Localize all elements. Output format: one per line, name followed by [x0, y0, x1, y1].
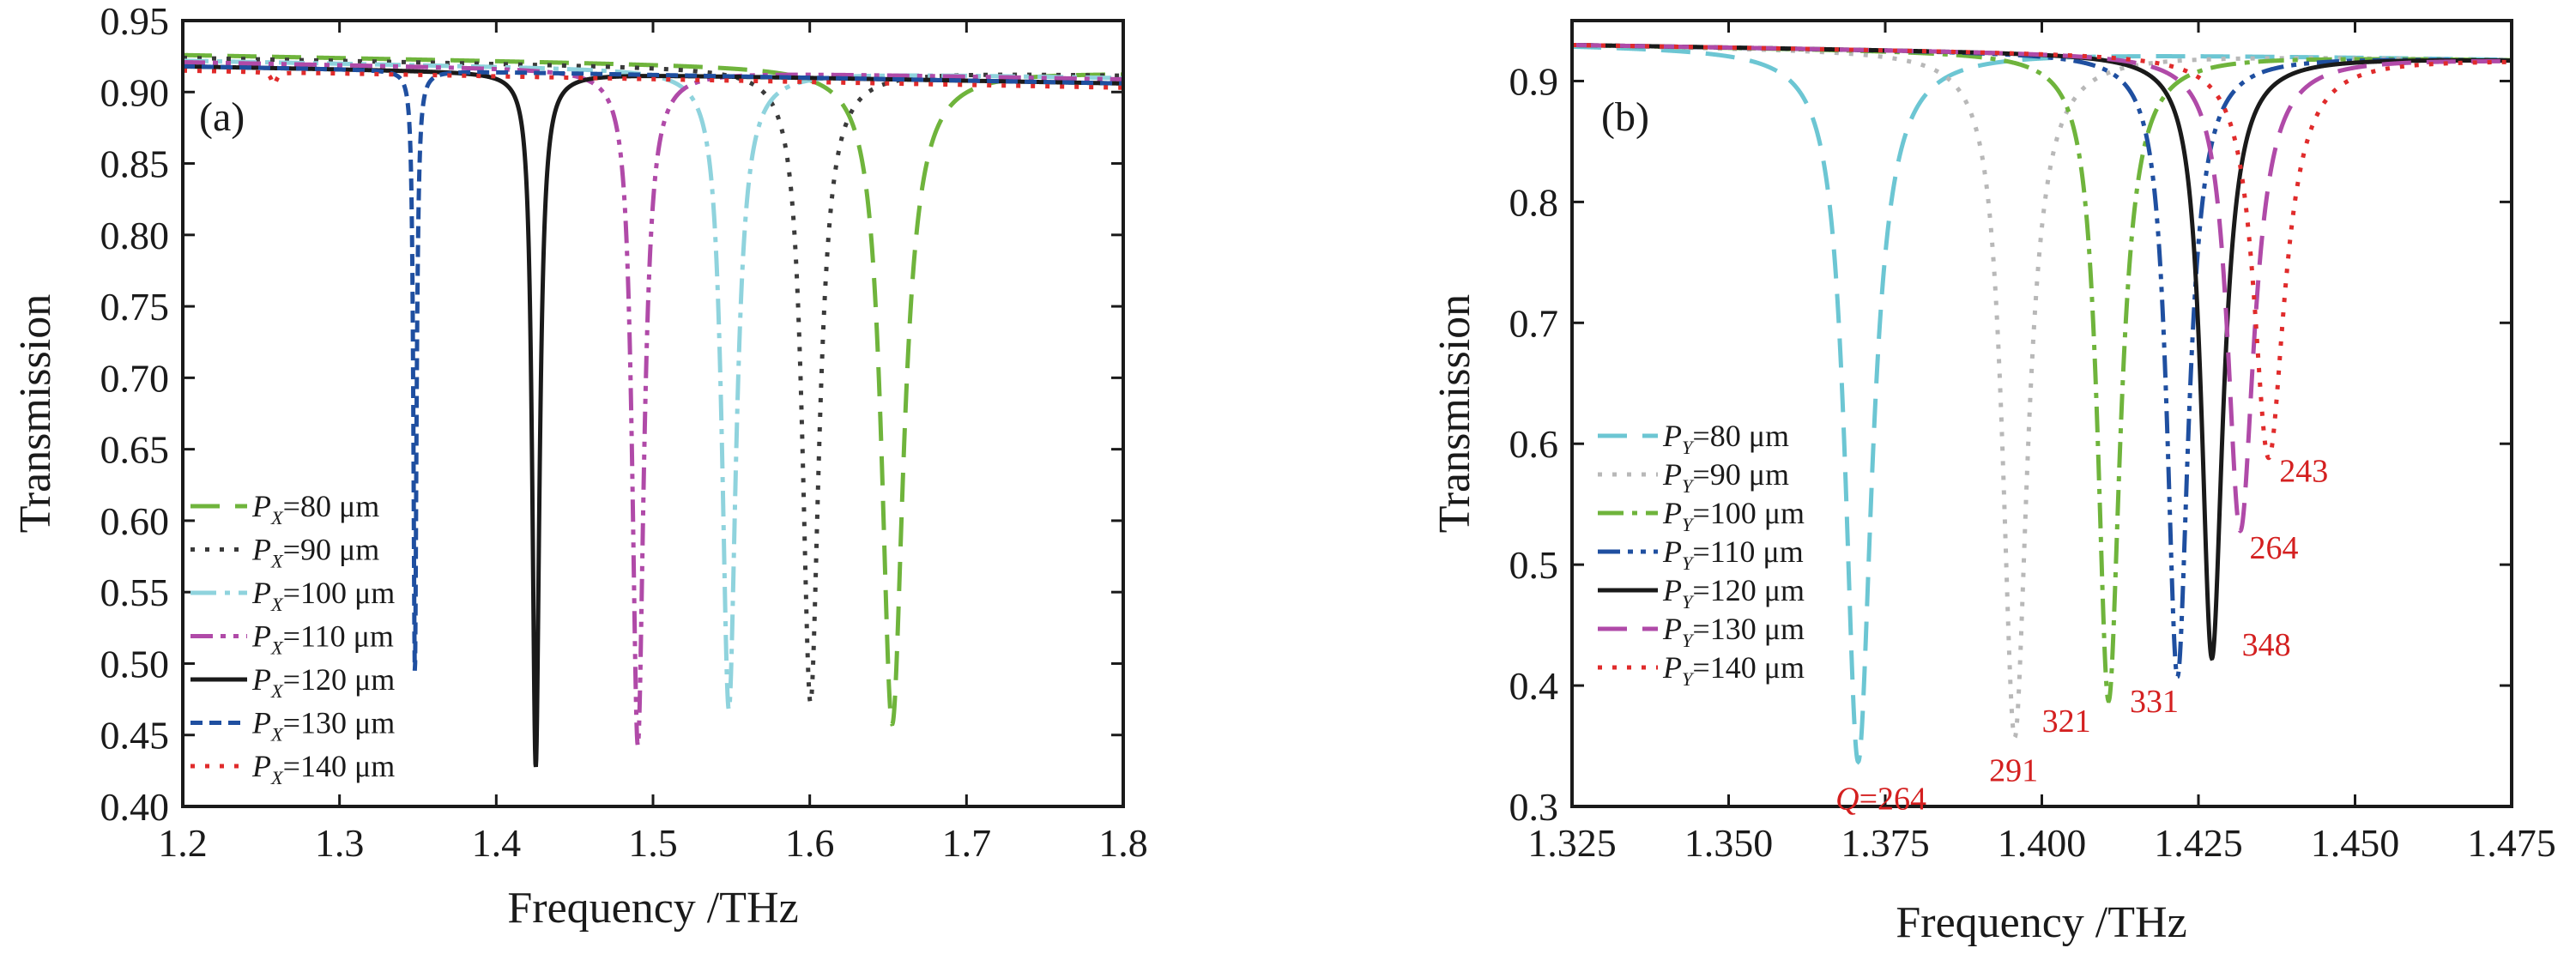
x-tick-label: 1.3	[315, 821, 365, 865]
panel-a: 1.2 1.3 1.4 1.5 1.6 1.7 1.8 0.40 0.45 0.50 0.55 0.6…	[11, 0, 1148, 933]
x-axis-label: Frequency /THz	[1896, 898, 2186, 947]
y-tick-label: 0.55	[100, 571, 170, 614]
legend-label: PY=90 μm	[1662, 457, 1789, 497]
panel-b: 1.325 1.350 1.375 1.400 1.425 1.450 1.475 0.3 0.…	[1430, 19, 2556, 947]
y-tick-label: 0.6	[1509, 422, 1559, 466]
x-tick-label: 1.325	[1527, 821, 1617, 865]
x-tick-label: 1.7	[942, 821, 992, 865]
y-tick-label: 0.45	[100, 714, 170, 758]
x-tick-label: 1.8	[1098, 821, 1148, 865]
legend-label: PY=100 μm	[1662, 496, 1805, 535]
x-tick-label: 1.5	[628, 821, 678, 865]
y-tick-label: 0.65	[100, 428, 170, 472]
q-factor-label: 348	[2242, 627, 2291, 663]
legend-label: PX=140 μm	[251, 749, 395, 788]
x-axis-label: Frequency /THz	[507, 884, 798, 933]
y-tick-label: 0.9	[1509, 59, 1559, 103]
x-tick-label: 1.400	[1998, 821, 2087, 865]
x-tick-label: 1.375	[1841, 821, 1930, 865]
y-tick-label: 0.50	[100, 642, 170, 685]
y-tick-label: 0.5	[1509, 543, 1559, 587]
y-tick-label: 0.75	[100, 285, 170, 329]
y-tick-label: 0.8	[1509, 180, 1559, 224]
legend-label: PY=110 μm	[1662, 534, 1804, 574]
series-line-90	[183, 55, 1123, 708]
y-tick-label: 0.90	[100, 70, 170, 114]
q-factor-label: 331	[2130, 684, 2179, 720]
series-line-140	[1572, 42, 2512, 461]
legend-label: PX=120 μm	[251, 662, 395, 702]
series-group	[1572, 42, 2512, 765]
x-tick-label: 1.475	[2467, 821, 2556, 865]
x-tick-label: 1.425	[2154, 821, 2243, 865]
legend-label: PY=120 μm	[1662, 573, 1805, 613]
legend-label: PY=80 μm	[1662, 419, 1789, 458]
q-factor-label: Q=264	[1835, 782, 1926, 818]
x-tick-label: 1.4	[472, 821, 522, 865]
q-factor-label: 243	[2279, 453, 2328, 489]
legend-label: PX=130 μm	[251, 706, 395, 746]
legend-label: PX=100 μm	[251, 576, 395, 615]
series-line-130	[183, 63, 1123, 671]
y-axis-label: Transmission	[11, 294, 60, 533]
series-line-100	[183, 58, 1123, 713]
legend-label: PX=80 μm	[251, 489, 379, 528]
series-line-110	[183, 59, 1123, 754]
y-tick-label: 0.70	[100, 356, 170, 400]
x-tick-label: 1.450	[2311, 821, 2400, 865]
series-line-80	[183, 52, 1123, 727]
y-tick-label: 0.60	[100, 499, 170, 543]
y-tick-label: 0.95	[100, 0, 170, 43]
x-tick-label: 1.6	[785, 821, 835, 865]
legend-label: PX=110 μm	[251, 619, 394, 659]
series-line-140	[183, 68, 1123, 90]
y-tick-label: 0.85	[100, 142, 170, 186]
x-tick-label: 1.350	[1684, 821, 1774, 865]
y-tick-label: 0.3	[1509, 785, 1559, 829]
legend-label: PX=90 μm	[251, 533, 379, 572]
y-axis-label: Transmission	[1430, 294, 1479, 533]
y-tick-label: 0.40	[100, 785, 170, 829]
q-factor-label: 264	[2249, 530, 2298, 566]
series-group	[183, 52, 1123, 768]
y-tick-label: 0.80	[100, 214, 170, 257]
y-tick-label: 0.7	[1509, 301, 1559, 345]
plot-frame	[1570, 19, 2513, 808]
legend: PX=80 μm PX=90 μm PX=100 μm PX=110 μmPX=120…	[190, 489, 395, 788]
panel-label: (b)	[1601, 94, 1649, 140]
legend-label: PY=130 μm	[1662, 612, 1805, 651]
y-tick-label: 0.4	[1509, 664, 1559, 708]
q-factor-label: 291	[1989, 752, 2038, 788]
legend-label: PY=140 μm	[1662, 650, 1805, 690]
panel-label: (a)	[199, 94, 245, 140]
x-tick-label: 1.2	[158, 821, 208, 865]
q-factor-label: 321	[2042, 703, 2091, 740]
